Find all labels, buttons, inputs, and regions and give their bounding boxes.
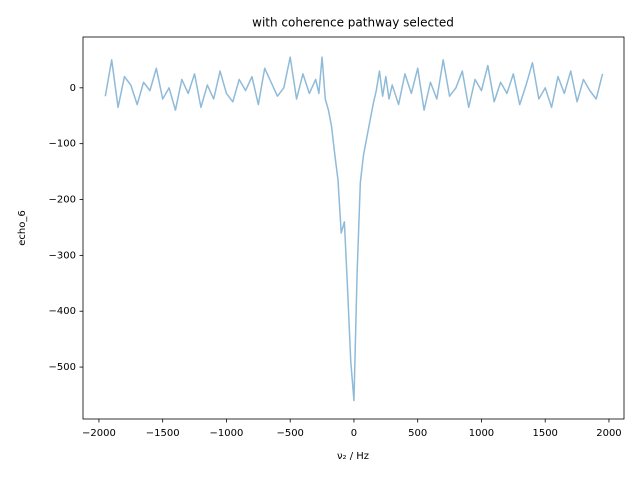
data-line [104,56,604,402]
y-tick-label: −100 [49,139,76,150]
x-tick-label: −1500 [146,428,180,439]
plot-frame [82,36,625,420]
x-tick-label: −2000 [82,428,116,439]
y-tick-label: −300 [49,250,76,261]
x-tick-label: 2000 [596,428,621,439]
y-tick-label: −400 [49,306,76,317]
x-tick-label: −1000 [210,428,244,439]
y-tick-label: 0 [70,83,76,94]
x-axis-label: ν₂ / Hz [337,451,369,462]
x-tick-label: 1000 [469,428,494,439]
chart-title: with coherence pathway selected [252,16,454,30]
y-tick-label: −500 [49,362,76,373]
y-axis-label: echo_6 [17,210,28,245]
x-tick-label: 1500 [532,428,557,439]
x-tick-label: −500 [276,428,303,439]
x-tick-label: 0 [351,428,357,439]
y-tick-label: −200 [49,195,76,206]
x-tick-label: 500 [408,428,427,439]
